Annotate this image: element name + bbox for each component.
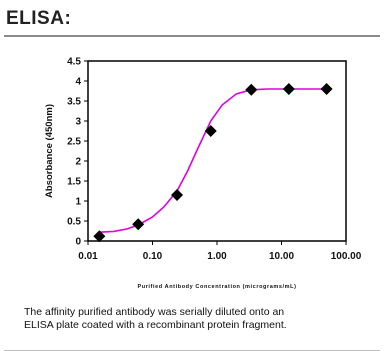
x-tick-label-2: 1.00: [207, 251, 227, 262]
y-tick-label-9: 4.5: [67, 57, 81, 68]
y-tick-label-2: 1: [75, 197, 81, 208]
data-points: [93, 83, 333, 243]
data-point-0: [93, 230, 106, 243]
y-tick-label-1: 0.5: [67, 217, 81, 228]
elisa-chart: 0 0.5 1 1.5 2 2.5 3 3.5 4 4.5 0.01 0.10 1.00 10.00 10…: [44, 57, 362, 291]
y-tick-label-8: 4: [75, 77, 81, 88]
y-tick-label-6: 3: [75, 117, 81, 128]
x-axis-label: Purified Antibody Concentration (microgr…: [137, 284, 296, 290]
data-point-5: [282, 83, 295, 95]
plot-area: [87, 60, 347, 242]
top-divider: [4, 35, 380, 37]
x-tick-label-0: 0.01: [78, 251, 98, 262]
y-tick-label-0: 0: [75, 237, 81, 248]
x-axis: 0.01 0.10 1.00 10.00 100.00: [78, 241, 362, 262]
x-tick-label-4: 100.00: [331, 251, 362, 262]
data-point-6: [320, 83, 333, 95]
y-axis-label: Absorbance (450nm): [44, 104, 55, 198]
data-point-2: [171, 189, 184, 201]
data-point-4: [245, 83, 258, 96]
bottom-divider: [4, 350, 380, 351]
caption-line-1: The affinity purified antibody was seria…: [24, 306, 285, 318]
page-heading: ELISA:: [6, 8, 72, 29]
y-tick-label-5: 2.5: [67, 137, 81, 148]
y-tick-label-7: 3.5: [67, 97, 81, 108]
data-point-3: [204, 125, 217, 137]
y-tick-label-3: 1.5: [67, 177, 81, 188]
data-point-1: [132, 218, 145, 231]
y-axis: 0 0.5 1 1.5 2 2.5 3 3.5 4 4.5: [67, 57, 88, 248]
fit-curve: [99, 88, 327, 233]
x-tick-label-1: 0.10: [143, 251, 163, 262]
y-tick-label-4: 2: [75, 157, 81, 168]
figure-caption: The affinity purified antibody was seria…: [24, 306, 376, 332]
x-tick-label-3: 10.00: [269, 251, 294, 262]
caption-line-2: ELISA plate coated with a recombinant pr…: [24, 319, 287, 331]
